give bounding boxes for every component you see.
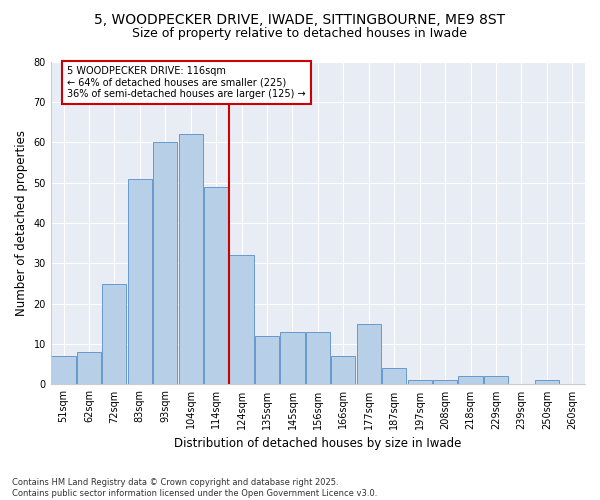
- Bar: [306, 332, 330, 384]
- Text: Contains HM Land Registry data © Crown copyright and database right 2025.
Contai: Contains HM Land Registry data © Crown c…: [12, 478, 377, 498]
- Bar: [356, 324, 381, 384]
- Bar: [535, 380, 559, 384]
- Bar: [458, 376, 482, 384]
- Bar: [204, 186, 228, 384]
- Bar: [407, 380, 432, 384]
- Bar: [52, 356, 76, 384]
- Bar: [77, 352, 101, 384]
- Text: 5 WOODPECKER DRIVE: 116sqm
← 64% of detached houses are smaller (225)
36% of sem: 5 WOODPECKER DRIVE: 116sqm ← 64% of deta…: [67, 66, 306, 98]
- Bar: [331, 356, 355, 384]
- Bar: [433, 380, 457, 384]
- Text: Size of property relative to detached houses in Iwade: Size of property relative to detached ho…: [133, 28, 467, 40]
- Bar: [255, 336, 279, 384]
- Text: 5, WOODPECKER DRIVE, IWADE, SITTINGBOURNE, ME9 8ST: 5, WOODPECKER DRIVE, IWADE, SITTINGBOURN…: [94, 12, 506, 26]
- Bar: [103, 284, 127, 384]
- Bar: [382, 368, 406, 384]
- Bar: [179, 134, 203, 384]
- Bar: [484, 376, 508, 384]
- Bar: [153, 142, 178, 384]
- Bar: [280, 332, 305, 384]
- Y-axis label: Number of detached properties: Number of detached properties: [15, 130, 28, 316]
- X-axis label: Distribution of detached houses by size in Iwade: Distribution of detached houses by size …: [174, 437, 461, 450]
- Bar: [229, 256, 254, 384]
- Bar: [128, 178, 152, 384]
